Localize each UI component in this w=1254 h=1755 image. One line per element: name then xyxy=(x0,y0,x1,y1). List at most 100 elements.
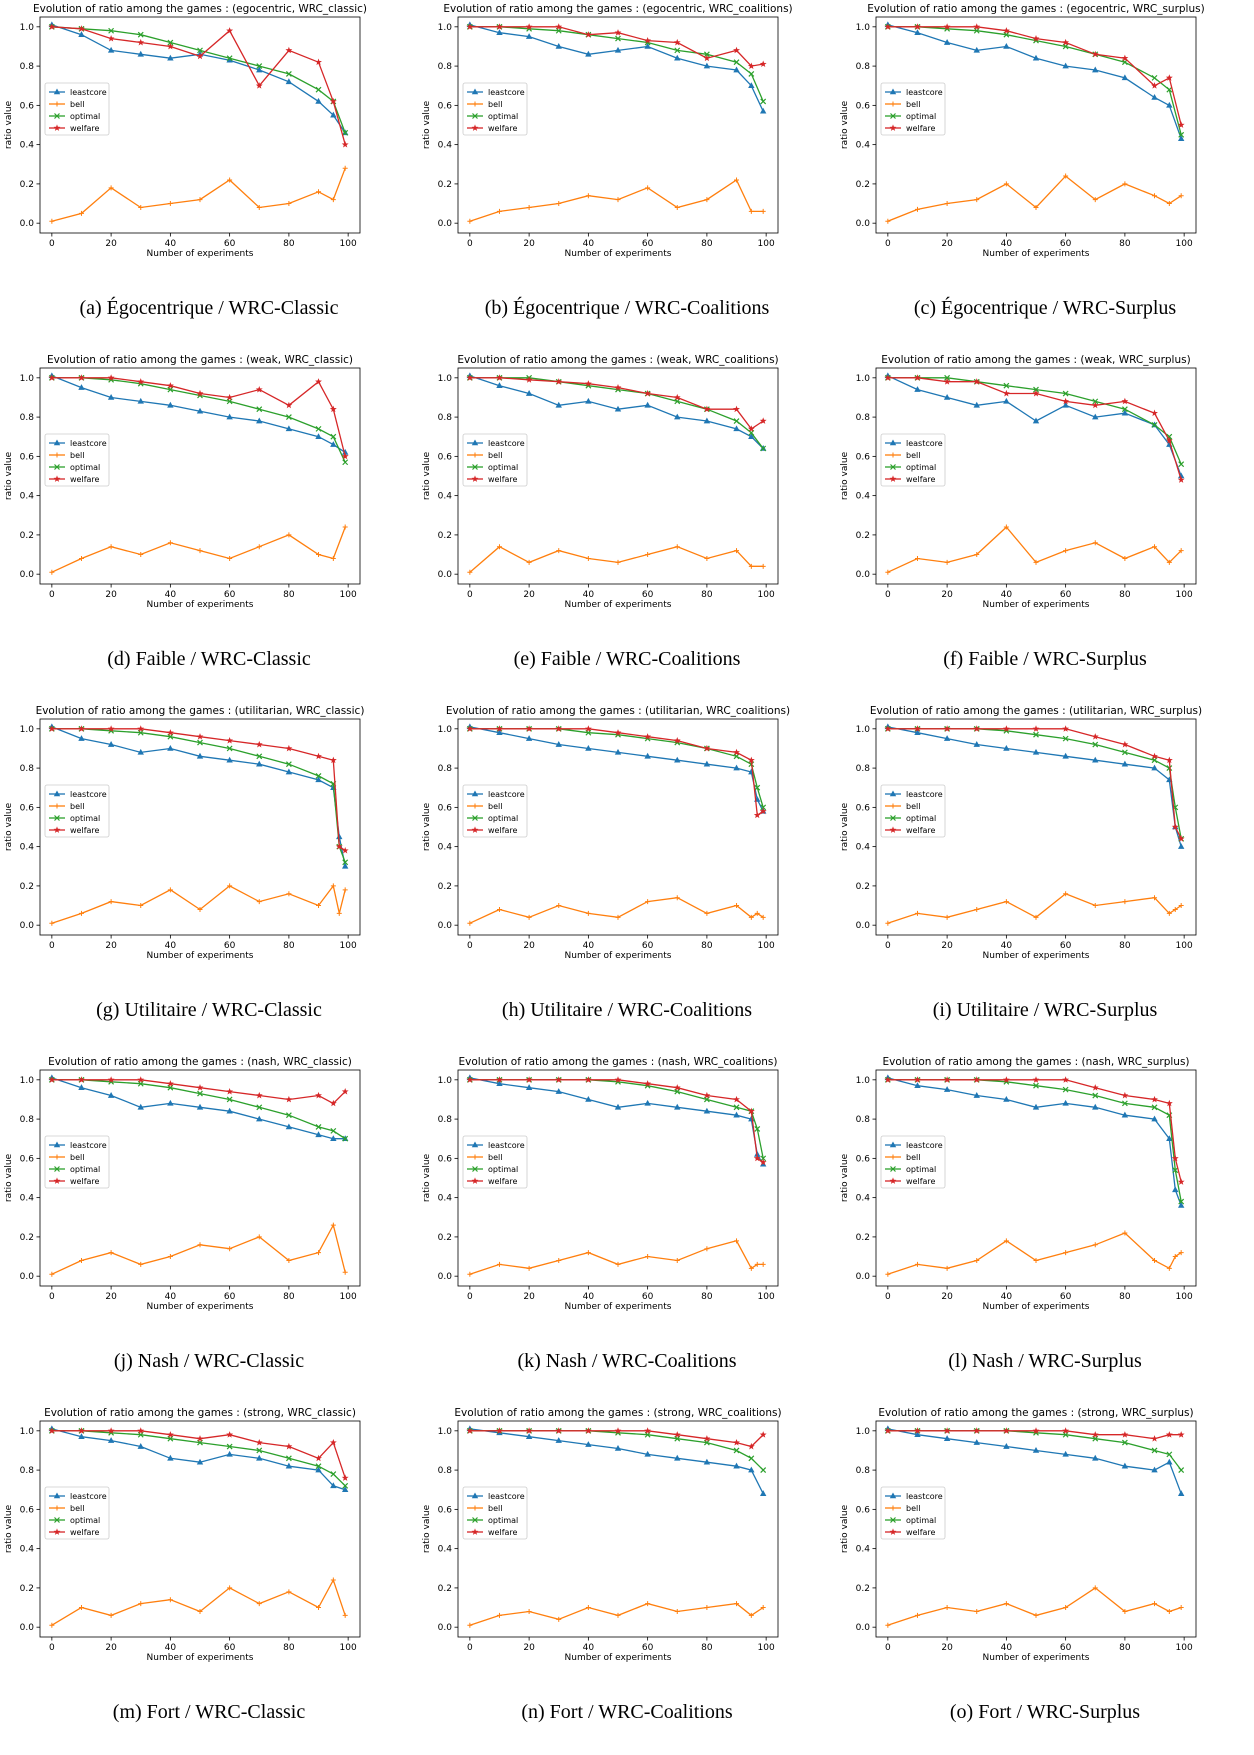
data-point-bell xyxy=(645,1601,651,1607)
data-point-bell xyxy=(227,1585,233,1591)
data-point-welfare xyxy=(48,1427,56,1434)
series-welfare xyxy=(466,725,767,819)
y-tick-label: 0.8 xyxy=(438,1466,453,1476)
data-point-welfare xyxy=(1091,733,1099,740)
legend: leastcore bell optimal welfare xyxy=(44,433,110,487)
data-point-welfare xyxy=(1002,27,1010,34)
legend-marker-leastcore xyxy=(53,790,61,797)
legend-marker-bell xyxy=(472,1154,478,1160)
data-point-leastcore xyxy=(614,46,622,53)
data-point-leastcore xyxy=(78,735,85,741)
data-point-leastcore xyxy=(285,1123,293,1130)
series-line-welfare xyxy=(469,377,764,430)
series-welfare xyxy=(884,1427,1185,1442)
data-point-welfare xyxy=(329,1099,337,1107)
data-point-leastcore xyxy=(496,29,503,36)
axes-frame xyxy=(875,1069,1197,1287)
y-tick-label: 0.4 xyxy=(20,1545,35,1555)
data-point-leastcore xyxy=(167,401,174,408)
y-tick-label: 1.0 xyxy=(438,23,453,33)
legend-box xyxy=(44,784,110,838)
legend-marker-optimal xyxy=(54,1166,60,1172)
data-point-bell xyxy=(227,177,233,183)
y-tick-label: 1.0 xyxy=(856,1427,871,1437)
x-axis-label: Number of experiments xyxy=(147,1653,254,1663)
data-point-bell xyxy=(754,910,760,916)
data-point-bell xyxy=(734,903,740,909)
x-tick-label: 0 xyxy=(885,1643,891,1653)
legend-label: leastcore xyxy=(70,1141,107,1150)
data-point-bell xyxy=(138,903,144,909)
data-point-welfare xyxy=(1177,121,1185,128)
data-point-optimal xyxy=(748,1455,755,1462)
legend-label: bell xyxy=(70,802,84,811)
series-line-welfare xyxy=(469,1430,764,1448)
data-point-leastcore xyxy=(196,1458,204,1465)
data-point-welfare xyxy=(315,1454,322,1462)
data-point-leastcore xyxy=(226,1450,233,1457)
x-tick-label: 0 xyxy=(885,1292,891,1302)
data-point-bell xyxy=(286,891,292,897)
data-point-welfare xyxy=(315,752,322,760)
legend-marker-leastcore xyxy=(889,439,897,446)
data-point-bell xyxy=(49,1622,55,1628)
data-point-leastcore xyxy=(107,393,115,400)
legend-marker-leastcore xyxy=(471,1141,479,1148)
data-point-welfare xyxy=(644,36,652,44)
data-point-bell xyxy=(526,559,532,565)
data-point-leastcore xyxy=(1121,1111,1129,1118)
data-point-bell xyxy=(78,1257,84,1263)
data-point-welfare xyxy=(703,405,711,413)
data-point-leastcore xyxy=(330,1135,337,1142)
series-line-welfare xyxy=(887,26,1182,126)
data-point-bell xyxy=(914,1612,920,1618)
data-point-leastcore xyxy=(1166,1135,1173,1142)
data-point-welfare xyxy=(466,1076,474,1083)
data-point-welfare xyxy=(226,393,234,401)
data-point-bell xyxy=(526,1265,532,1271)
chart-svg: Evolution of ratio among the games : (eg… xyxy=(422,3,793,259)
data-point-welfare xyxy=(166,1080,174,1087)
x-tick-label: 80 xyxy=(1119,941,1131,951)
data-point-welfare xyxy=(196,52,204,60)
series-bell xyxy=(467,1601,766,1628)
y-tick-label: 0.6 xyxy=(856,1505,871,1515)
data-point-optimal xyxy=(330,1127,337,1134)
series-line-optimal xyxy=(51,1079,346,1140)
x-axis-label: Number of experiments xyxy=(565,951,672,961)
x-tick-label: 0 xyxy=(49,590,55,600)
data-point-leastcore xyxy=(973,741,980,747)
x-axis-label: Number of experiments xyxy=(147,951,254,961)
data-point-welfare xyxy=(747,62,755,69)
series-line-bell xyxy=(51,167,346,222)
legend-marker-bell xyxy=(472,803,478,809)
chart-svg: Evolution of ratio among the games : (we… xyxy=(4,354,361,610)
series-bell xyxy=(885,1585,1184,1628)
data-point-leastcore xyxy=(1177,1490,1185,1496)
series-line-bell xyxy=(887,175,1182,222)
data-point-optimal xyxy=(226,1096,233,1103)
data-point-bell xyxy=(1178,903,1184,909)
legend-label: welfare xyxy=(70,124,100,133)
series-welfare xyxy=(48,23,349,148)
data-point-leastcore xyxy=(585,1095,592,1102)
y-tick-label: 0.4 xyxy=(438,843,453,853)
y-tick-label: 1.0 xyxy=(856,374,871,384)
data-point-welfare xyxy=(137,725,145,732)
data-point-leastcore xyxy=(78,1084,85,1090)
data-point-leastcore xyxy=(137,1103,144,1110)
data-point-bell xyxy=(734,1238,740,1244)
data-point-bell xyxy=(974,1257,980,1263)
legend: leastcore bell optimal welfare xyxy=(462,82,528,136)
x-tick-label: 60 xyxy=(224,1643,236,1653)
data-point-welfare xyxy=(466,725,474,732)
data-point-welfare xyxy=(1002,389,1010,397)
legend-marker-leastcore xyxy=(471,439,479,446)
data-point-welfare xyxy=(733,1439,740,1446)
y-tick-label: 1.0 xyxy=(438,1076,453,1086)
data-point-welfare xyxy=(973,1076,981,1083)
data-point-bell xyxy=(645,552,651,558)
data-point-welfare xyxy=(341,1474,349,1481)
data-point-bell xyxy=(256,899,262,905)
y-tick-label: 0.4 xyxy=(438,1194,453,1204)
